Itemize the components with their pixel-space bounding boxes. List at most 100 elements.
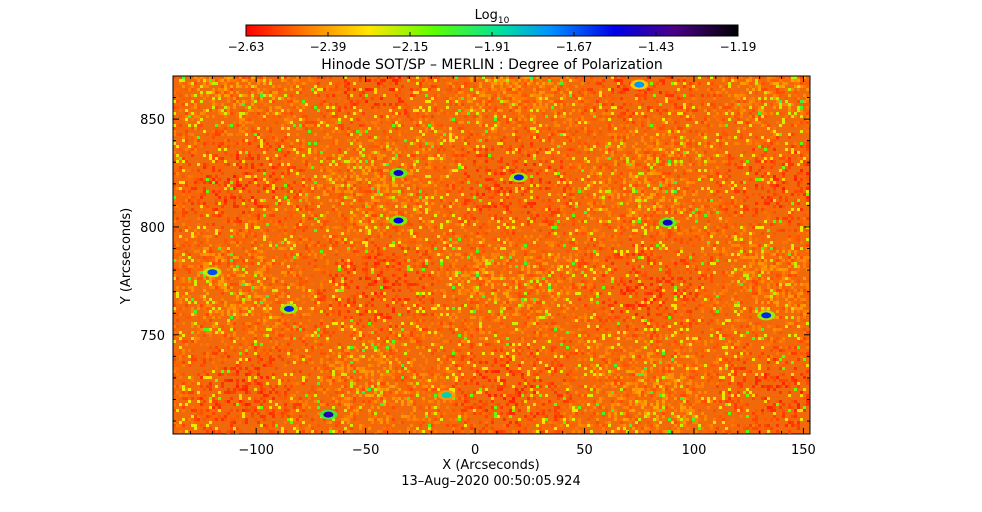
heatmap-cell	[356, 112, 359, 115]
heatmap-cell	[482, 94, 485, 97]
heatmap-cell	[578, 139, 581, 142]
heatmap-cell	[173, 76, 176, 79]
heatmap-cell	[428, 109, 431, 112]
heatmap-cell	[368, 106, 371, 109]
heatmap-cell	[788, 112, 791, 115]
heatmap-cell	[221, 208, 224, 211]
heatmap-cell	[710, 103, 713, 106]
heatmap-cell	[287, 172, 290, 175]
heatmap-cell	[581, 190, 584, 193]
heatmap-cell	[437, 151, 440, 154]
heatmap-cell	[461, 124, 464, 127]
heatmap-cell	[797, 217, 800, 220]
heatmap-cell	[479, 148, 482, 151]
heatmap-cell	[608, 178, 611, 181]
heatmap-cell	[296, 91, 299, 94]
heatmap-cell	[464, 145, 467, 148]
heatmap-cell	[464, 127, 467, 130]
heatmap-cell	[347, 148, 350, 151]
heatmap-cell	[668, 154, 671, 157]
heatmap-cell	[770, 85, 773, 88]
heatmap-cell	[239, 142, 242, 145]
heatmap-cell	[278, 166, 281, 169]
heatmap-cell	[176, 160, 179, 163]
heatmap-cell	[593, 199, 596, 202]
heatmap-cell	[644, 115, 647, 118]
heatmap-cell	[404, 130, 407, 133]
heatmap-cell	[188, 97, 191, 100]
heatmap-cell	[518, 181, 521, 184]
heatmap-cell	[263, 220, 266, 223]
heatmap-cell	[629, 184, 632, 187]
heatmap-cell	[503, 136, 506, 139]
heatmap-cell	[263, 139, 266, 142]
heatmap-cell	[257, 115, 260, 118]
heatmap-cell	[281, 145, 284, 148]
heatmap-cell	[365, 193, 368, 196]
heatmap-cell	[542, 130, 545, 133]
heatmap-cell	[677, 130, 680, 133]
heatmap-cell	[305, 160, 308, 163]
heatmap-cell	[560, 175, 563, 178]
heatmap-cell	[704, 175, 707, 178]
heatmap-cell	[587, 106, 590, 109]
heatmap-cell	[593, 145, 596, 148]
heatmap-cell	[395, 112, 398, 115]
heatmap-cell	[554, 184, 557, 187]
heatmap-cell	[332, 193, 335, 196]
heatmap-cell	[605, 139, 608, 142]
heatmap-cell	[455, 169, 458, 172]
heatmap-cell	[380, 187, 383, 190]
heatmap-cell	[686, 154, 689, 157]
heatmap-cell	[518, 85, 521, 88]
heatmap-cell	[800, 82, 803, 85]
heatmap-cell	[566, 118, 569, 121]
heatmap-cell	[776, 217, 779, 220]
heatmap-cell	[179, 115, 182, 118]
heatmap-cell	[623, 88, 626, 91]
heatmap-cell	[224, 121, 227, 124]
heatmap-cell	[359, 178, 362, 181]
heatmap-cell	[182, 166, 185, 169]
heatmap-cell	[683, 178, 686, 181]
heatmap-cell	[749, 166, 752, 169]
heatmap-cell	[332, 124, 335, 127]
heatmap-cell	[746, 121, 749, 124]
heatmap-cell	[602, 166, 605, 169]
heatmap-cell	[425, 151, 428, 154]
heatmap-cell	[218, 94, 221, 97]
heatmap-cell	[260, 94, 263, 97]
heatmap-cell	[275, 193, 278, 196]
heatmap-cell	[677, 124, 680, 127]
heatmap-cell	[761, 115, 764, 118]
heatmap-cell	[365, 88, 368, 91]
heatmap-cell	[506, 205, 509, 208]
heatmap-cell	[287, 127, 290, 130]
heatmap-cell	[374, 163, 377, 166]
heatmap-cell	[725, 151, 728, 154]
heatmap-cell	[761, 181, 764, 184]
heatmap-cell	[545, 106, 548, 109]
heatmap-cell	[359, 151, 362, 154]
heatmap-cell	[446, 208, 449, 211]
heatmap-cell	[722, 160, 725, 163]
heatmap-cell	[680, 109, 683, 112]
heatmap-cell	[311, 94, 314, 97]
heatmap-cell	[512, 82, 515, 85]
heatmap-cell	[224, 94, 227, 97]
heatmap-cell	[521, 154, 524, 157]
heatmap-cell	[758, 181, 761, 184]
heatmap-cell	[368, 145, 371, 148]
heatmap-cell	[674, 103, 677, 106]
heatmap-cell	[506, 196, 509, 199]
heatmap-cell	[368, 202, 371, 205]
heatmap-cell	[710, 202, 713, 205]
heatmap-cell	[569, 91, 572, 94]
heatmap-cell	[641, 190, 644, 193]
heatmap-cell	[578, 151, 581, 154]
heatmap-cell	[440, 157, 443, 160]
heatmap-cell	[257, 214, 260, 217]
heatmap-cell	[779, 94, 782, 97]
heatmap-cell	[689, 91, 692, 94]
heatmap-cell	[554, 211, 557, 214]
